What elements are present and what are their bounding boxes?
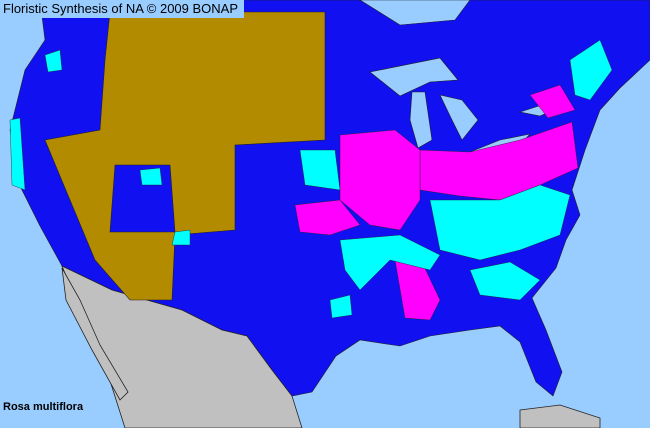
county-cluster	[339, 129, 421, 231]
county-cluster	[294, 199, 361, 236]
county-records-magenta	[294, 84, 579, 321]
county-cluster	[44, 49, 63, 73]
lake-huron	[439, 94, 479, 141]
lake-superior	[369, 57, 459, 97]
county-cluster	[569, 39, 613, 101]
county-cluster	[429, 184, 571, 261]
cuba	[519, 404, 601, 428]
county-cluster	[469, 261, 541, 301]
county-cluster	[329, 294, 353, 319]
county-cluster	[419, 121, 579, 201]
county-cluster	[171, 229, 191, 246]
county-cluster	[529, 84, 576, 119]
lake-michigan	[409, 91, 433, 149]
county-cluster	[299, 149, 341, 191]
county-cluster	[339, 234, 441, 291]
county-cluster	[9, 117, 26, 191]
species-label: Rosa multiflora	[3, 401, 84, 413]
map-title: Floristic Synthesis of NA © 2009 BONAP	[0, 0, 245, 18]
hudson-bay-edge	[359, 0, 471, 26]
county-records-cyan	[9, 39, 613, 319]
county-cluster	[139, 167, 163, 186]
baja-california	[61, 267, 129, 401]
